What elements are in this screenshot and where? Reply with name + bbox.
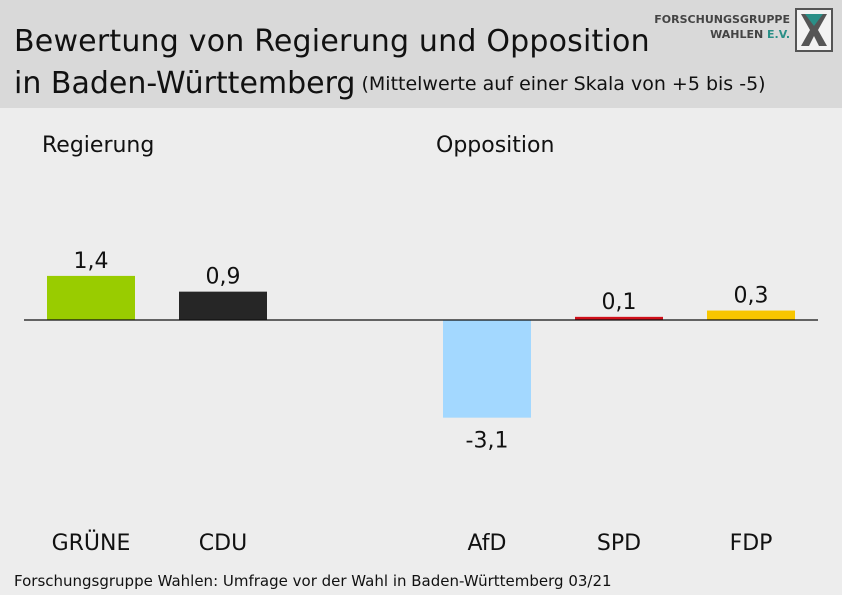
category-label-4: FDP	[730, 531, 773, 556]
header-bar: Bewertung von Regierung und Opposition i…	[0, 0, 842, 108]
bar-2	[443, 320, 531, 418]
data-label-1: 0,9	[206, 265, 241, 290]
category-label-2: AfD	[468, 531, 507, 556]
chart-title-line1: Bewertung von Regierung und Opposition	[14, 24, 650, 59]
bar-0	[47, 275, 135, 320]
bar-3	[575, 316, 663, 320]
bar-1	[179, 291, 267, 320]
data-label-3: 0,1	[602, 290, 637, 315]
group-label-opposition: Opposition	[436, 133, 555, 158]
logo-line2: WAHLEN E.V.	[648, 27, 790, 42]
fgw-x-logo-icon	[795, 8, 833, 52]
data-label-2: -3,1	[466, 429, 509, 454]
category-label-0: GRÜNE	[52, 530, 131, 556]
category-label-3: SPD	[597, 531, 641, 556]
logo-line1: FORSCHUNGSGRUPPE	[654, 13, 790, 26]
bar-4	[707, 310, 795, 320]
logo-line2-main: WAHLEN	[710, 28, 764, 41]
source-footer: Forschungsgruppe Wahlen: Umfrage vor der…	[14, 572, 612, 590]
chart-title-line2-text: in Baden-Württemberg	[14, 66, 356, 101]
data-label-0: 1,4	[74, 249, 109, 274]
data-label-4: 0,3	[734, 284, 769, 309]
chart-subtitle: (Mittelwerte auf einer Skala von +5 bis …	[361, 73, 766, 95]
group-label-government: Regierung	[42, 133, 155, 158]
logo-text: FORSCHUNGSGRUPPE WAHLEN E.V.	[648, 12, 790, 42]
logo-line2-accent: E.V.	[767, 28, 790, 41]
category-label-1: CDU	[199, 531, 247, 556]
chart-title-line2: in Baden-Württemberg (Mittelwerte auf ein…	[14, 66, 766, 101]
bar-chart: 1,4 GRÜNE 0,9 CDU -3,1 AfD 0,1 SPD 0,3 FDP	[24, 249, 818, 556]
